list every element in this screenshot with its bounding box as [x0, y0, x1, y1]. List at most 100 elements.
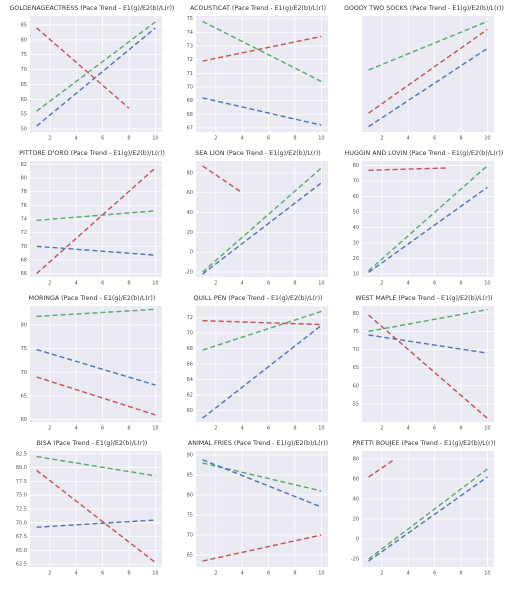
y-tick-label: 60: [353, 383, 359, 389]
y-tick-label: 68: [21, 257, 27, 263]
trend-line: [368, 468, 488, 560]
y-tick-label: 80: [353, 311, 359, 317]
x-tick-label: 6: [433, 281, 436, 287]
y-tick-label: 80: [21, 176, 27, 182]
x-tick-label: 6: [267, 426, 270, 432]
x-tick-label: 2: [48, 571, 51, 577]
y-tick-label: 68: [187, 112, 193, 118]
x-tick-label: 6: [433, 426, 436, 432]
plot-background: [362, 306, 494, 422]
y-tick-label: 60: [187, 408, 193, 414]
y-tick-label: 75: [187, 513, 193, 519]
trend-line: [368, 28, 488, 114]
trend-line: [368, 476, 488, 562]
trend-line: [36, 21, 156, 112]
y-tick-label: 76: [21, 203, 27, 209]
x-tick-label: 6: [433, 136, 436, 142]
x-tick-label: 2: [214, 136, 217, 142]
y-tick-label: 69: [187, 98, 193, 104]
trend-line: [368, 314, 488, 419]
y-tick-label: 85: [21, 22, 27, 28]
x-tick-label: 4: [407, 281, 410, 287]
y-tick-label: 80: [187, 170, 193, 176]
trend-line: [368, 20, 488, 71]
y-tick-label: 78: [21, 189, 27, 195]
chart-title: ACOUSTICAT (Pace Trend - E1(g)/E2(b)/L(r…: [190, 5, 326, 12]
trend-line: [202, 97, 322, 126]
y-tick-label: 70: [21, 370, 27, 376]
y-tick-label: 70: [353, 179, 359, 185]
chart-title: GOLDENAGEACTRESS (Pace Trend - E1(g)/E2(…: [10, 5, 175, 12]
y-tick-label: 74: [187, 30, 193, 36]
x-tick-label: 4: [407, 571, 410, 577]
x-tick-label: 6: [433, 571, 436, 577]
x-tick-label: 8: [293, 136, 296, 142]
trend-line: [202, 324, 322, 419]
trend-line: [36, 27, 156, 127]
y-tick-label: 65: [353, 365, 359, 371]
y-tick-label: 80: [21, 322, 27, 328]
chart-title: SEA LION (Pace Trend - E1(g)/E2(b)/L(r)): [195, 150, 321, 157]
y-tick-label: 71: [187, 71, 193, 77]
x-tick-label: 10: [152, 281, 158, 287]
y-tick-label: 10: [353, 271, 359, 277]
y-tick-label: 20: [353, 517, 359, 523]
x-tick-label: 10: [318, 136, 324, 142]
chart-title: BISA (Pace Trend - E1(g)/E2(b)/L(r)): [37, 440, 148, 447]
chart-title: WEST MAPLE (Pace Trend - E1(g)/E2(b)/L(r…: [355, 295, 492, 302]
x-tick-label: 4: [75, 281, 78, 287]
chart-title: MORINGA (Pace Trend - E1(g)/E2(b)/L(r)): [29, 295, 156, 302]
trend-line: [202, 167, 322, 273]
x-tick-label: 2: [214, 571, 217, 577]
trend-line: [202, 459, 322, 508]
y-tick-label: 74: [21, 217, 27, 223]
y-tick-label: 50: [21, 127, 27, 133]
x-tick-label: 2: [380, 426, 383, 432]
y-tick-label: 72: [187, 315, 193, 321]
trend-line: [36, 469, 156, 564]
x-tick-label: 10: [484, 426, 490, 432]
y-tick-label: 60: [187, 190, 193, 196]
x-tick-label: 10: [318, 571, 324, 577]
y-tick-label: 70: [21, 244, 27, 250]
y-tick-label: 70: [21, 67, 27, 73]
y-tick-label: 70: [187, 84, 193, 90]
chart-title: PRETTI BOUJEE (Pace Trend - E1(g)/E2(b)/…: [352, 440, 495, 447]
y-tick-label: 60: [353, 194, 359, 200]
y-tick-label: 77.5: [16, 479, 27, 485]
x-tick-label: 8: [293, 426, 296, 432]
y-tick-label: 75: [187, 16, 193, 22]
x-tick-label: 6: [267, 136, 270, 142]
y-tick-label: 70: [187, 331, 193, 337]
trend-line: [368, 458, 396, 478]
y-tick-label: 72: [21, 230, 27, 236]
trend-line: [36, 376, 156, 416]
x-tick-label: 2: [380, 571, 383, 577]
x-tick-label: 10: [484, 281, 490, 287]
x-tick-label: 4: [241, 281, 244, 287]
y-tick-label: 65.0: [16, 548, 27, 554]
y-tick-label: 80.0: [16, 465, 27, 471]
x-tick-label: 2: [48, 426, 51, 432]
x-tick-label: 6: [101, 426, 104, 432]
trend-line: [36, 519, 156, 528]
y-tick-label: 20: [187, 230, 193, 236]
x-tick-label: 10: [484, 136, 490, 142]
trend-line: [368, 165, 488, 272]
y-tick-label: 68: [187, 346, 193, 352]
trend-line: [36, 455, 156, 477]
trend-line: [368, 167, 448, 171]
x-tick-label: 8: [127, 571, 130, 577]
chart-title: HUGGIN AND LOVIN (Pace Trend - E1(g)/E2(…: [345, 150, 504, 157]
x-tick-label: 4: [75, 571, 78, 577]
x-tick-label: 8: [459, 136, 462, 142]
y-tick-label: 30: [353, 240, 359, 246]
y-tick-label: 60: [353, 477, 359, 483]
y-tick-label: 60: [21, 97, 27, 103]
trend-line: [36, 210, 156, 222]
y-tick-label: 64: [187, 377, 193, 383]
x-tick-label: 2: [214, 281, 217, 287]
y-tick-label: 55: [353, 401, 359, 407]
y-tick-label: 80: [353, 457, 359, 463]
